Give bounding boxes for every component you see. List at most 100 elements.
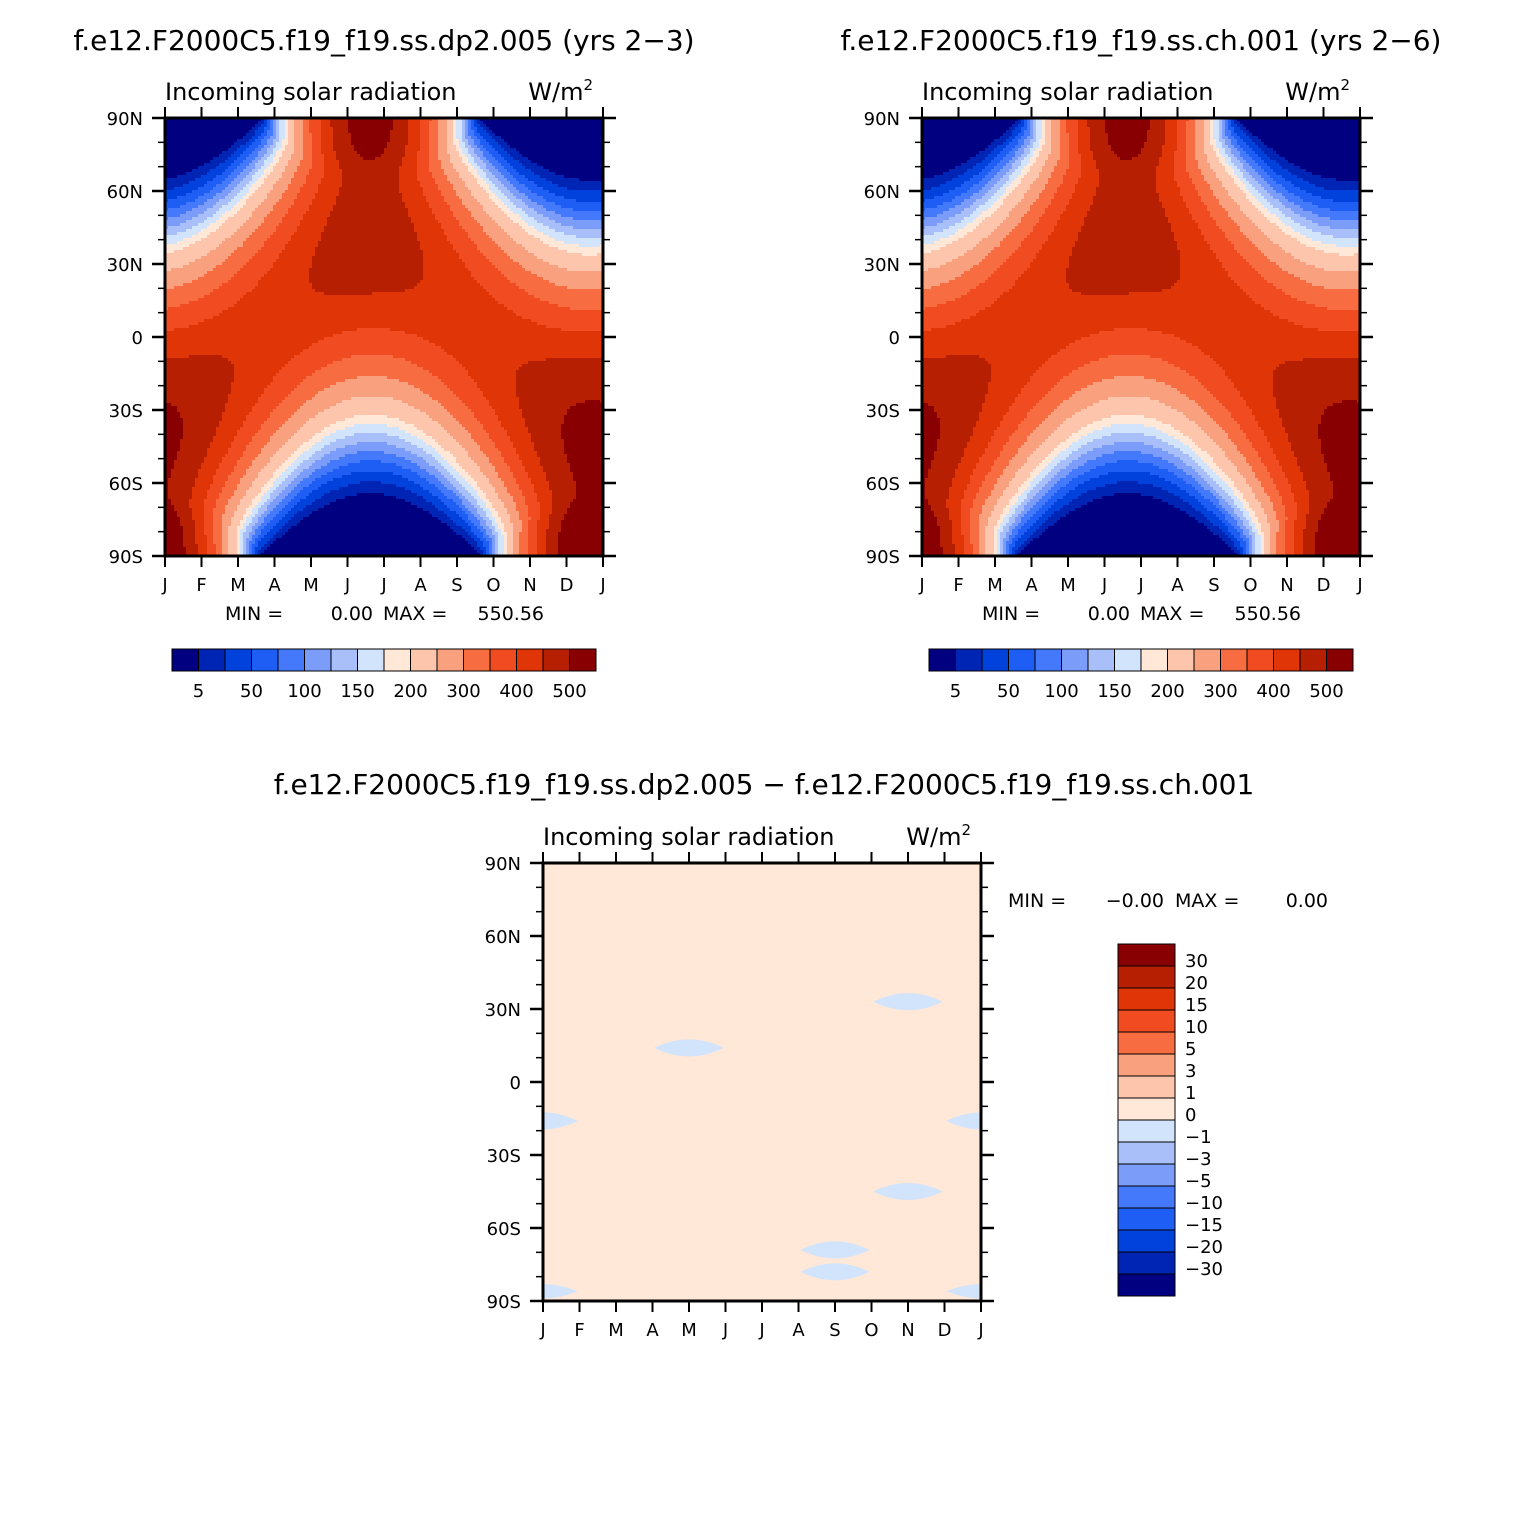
contour-cell <box>1042 478 1052 482</box>
contour-cell <box>567 508 603 512</box>
contour-cell <box>573 208 603 212</box>
contour-cell <box>537 547 547 551</box>
contour-cell <box>252 178 259 182</box>
contour-cell <box>528 538 538 542</box>
contour-cell <box>405 499 427 503</box>
contour-cell <box>219 163 232 167</box>
contour-cell <box>168 493 193 497</box>
contour-cell <box>168 478 196 482</box>
min-label: MIN = <box>225 603 283 625</box>
contour-cell <box>991 187 1001 191</box>
contour-cell <box>570 466 603 470</box>
contour-cell <box>282 154 292 158</box>
contour-cell <box>922 436 941 440</box>
contour-cell <box>1183 460 1196 464</box>
contour-cell <box>213 475 229 479</box>
contour-cell <box>165 427 184 431</box>
contour-cell <box>1186 145 1196 149</box>
contour-cell <box>1297 457 1325 461</box>
contour-cell <box>453 211 472 215</box>
contour-cell <box>174 508 193 512</box>
contour-cell <box>991 439 1010 443</box>
contour-cell <box>1255 178 1265 182</box>
contour-cell <box>186 202 205 206</box>
contour-cell <box>489 196 499 200</box>
contour-cell <box>441 445 463 449</box>
contour-cell <box>1288 436 1319 440</box>
contour-cell <box>1006 181 1013 185</box>
contour-cell <box>1033 163 1046 167</box>
contour-cell <box>922 325 947 329</box>
contour-cell <box>492 190 502 194</box>
contour-cell <box>997 208 1013 212</box>
contour-cell <box>1072 433 1088 437</box>
contour-cell <box>183 184 205 188</box>
contour-cell <box>1150 124 1166 128</box>
contour-cell <box>1276 151 1360 155</box>
contour-cell <box>988 172 998 176</box>
contour-cell <box>1066 466 1079 470</box>
contour-cell <box>165 514 178 518</box>
contour-cell <box>1027 154 1034 158</box>
contour-cell <box>1042 145 1052 149</box>
contour-cell <box>1312 220 1360 224</box>
contour-cell <box>195 199 208 203</box>
contour-cell <box>1069 166 1082 170</box>
contour-cell <box>516 385 603 389</box>
contour-cell <box>922 481 926 485</box>
contour-cell <box>519 397 603 401</box>
contour-cell <box>1003 490 1019 494</box>
contour-cell <box>165 259 196 263</box>
contour-cell <box>276 538 466 542</box>
contour-cell <box>1204 178 1220 182</box>
contour-cell <box>495 529 502 533</box>
contour-cell <box>1258 136 1360 140</box>
contour-cell <box>997 172 1007 176</box>
contour-cell <box>555 172 603 176</box>
contour-cell <box>504 202 514 206</box>
contour-cell <box>1054 385 1088 389</box>
contour-cell <box>213 526 223 530</box>
contour-cell <box>1156 181 1178 185</box>
contour-cell <box>441 472 451 476</box>
contour-cell <box>1066 172 1082 176</box>
contour-cell <box>465 142 469 146</box>
contour-cell <box>1264 205 1274 209</box>
contour-cell <box>474 412 496 416</box>
contour-cell <box>477 463 493 467</box>
contour-cell <box>567 409 603 413</box>
contour-cell <box>1021 421 1043 425</box>
contour-cell <box>985 193 995 197</box>
contour-cell <box>1030 475 1037 479</box>
contour-cell <box>267 139 274 143</box>
contour-cell <box>1216 481 1226 485</box>
contour-cell <box>1291 445 1322 449</box>
contour-cell <box>177 241 196 245</box>
contour-cell <box>294 388 325 392</box>
contour-cell <box>261 157 268 161</box>
contour-cell <box>450 517 463 521</box>
contour-cell <box>240 481 253 485</box>
contour-cell <box>1213 190 1229 194</box>
contour-cell <box>1051 139 1061 143</box>
contour-cell <box>492 439 511 443</box>
contour-cell <box>543 205 562 209</box>
contour-cell <box>249 130 256 134</box>
contour-cell <box>1204 487 1214 491</box>
contour-cell <box>477 481 490 485</box>
contour-cell <box>204 295 244 299</box>
contour-cell <box>1228 409 1253 413</box>
contour-cell <box>1096 166 1157 170</box>
contour-cell <box>270 211 289 215</box>
contour-cell <box>1099 400 1160 404</box>
contour-cell <box>534 208 547 212</box>
contour-cell <box>246 202 262 206</box>
contour-cell <box>982 409 1010 413</box>
contour-cell <box>1222 124 1226 128</box>
contour-cell <box>1060 460 1073 464</box>
contour-cell <box>255 208 274 212</box>
contour-cell <box>312 472 328 476</box>
contour-cell <box>480 184 490 188</box>
contour-cell <box>1288 199 1304 203</box>
contour-cell <box>324 157 337 161</box>
